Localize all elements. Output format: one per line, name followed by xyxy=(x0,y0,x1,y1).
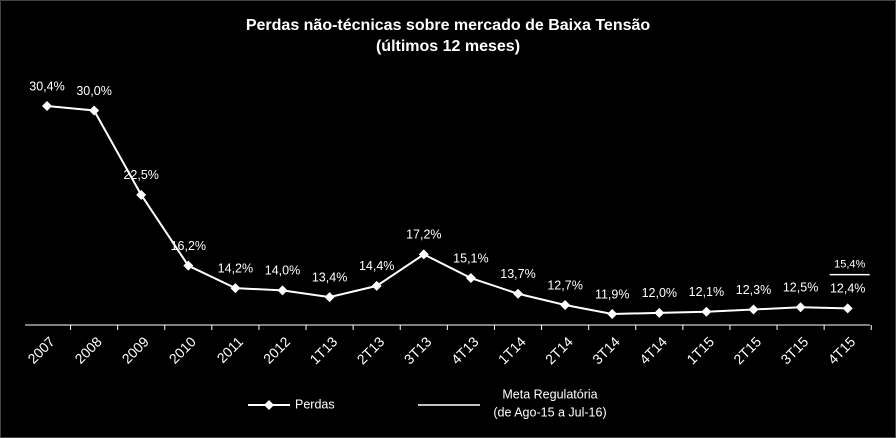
point-marker xyxy=(748,304,759,315)
point-marker xyxy=(701,306,712,317)
point-marker xyxy=(654,307,665,318)
target-label: 15,4% xyxy=(834,259,865,271)
point-marker xyxy=(607,309,618,319)
legend-label: Perdas xyxy=(295,397,335,411)
data-label: 12,0% xyxy=(642,286,677,300)
point-marker xyxy=(136,189,147,200)
series-line xyxy=(46,105,848,316)
point-marker xyxy=(842,303,853,314)
legend-label: Meta Regulatória xyxy=(502,387,597,401)
data-label: 30,0% xyxy=(76,84,111,98)
data-label: 14,0% xyxy=(265,264,300,278)
data-label: 12,7% xyxy=(547,278,582,292)
point-marker xyxy=(89,105,100,116)
data-label: 22,5% xyxy=(123,168,158,182)
point-marker xyxy=(560,300,571,311)
point-marker xyxy=(371,280,382,291)
chart-subtitle: (últimos 12 meses) xyxy=(376,38,520,55)
legend-marker xyxy=(264,400,274,410)
legend-label: (de Ago-15 a Jul-16) xyxy=(493,405,606,419)
data-label: 16,2% xyxy=(171,239,206,253)
data-label: 12,5% xyxy=(783,281,818,295)
point-marker xyxy=(277,285,288,296)
data-label: 13,7% xyxy=(500,267,535,281)
data-label: 12,4% xyxy=(830,282,865,296)
point-marker xyxy=(513,288,523,299)
chart-title: Perdas não-técnicas sobre mercado de Bai… xyxy=(246,17,651,34)
point-marker xyxy=(795,302,806,313)
data-label: 15,1% xyxy=(453,251,488,265)
data-label: 12,3% xyxy=(736,283,771,297)
data-label: 14,4% xyxy=(359,259,394,273)
point-marker xyxy=(465,273,476,284)
point-marker xyxy=(230,283,241,294)
point-marker xyxy=(183,260,194,271)
data-label: 13,4% xyxy=(312,270,347,284)
point-marker xyxy=(418,249,429,260)
point-marker xyxy=(324,292,335,303)
data-label: 11,9% xyxy=(595,287,630,301)
data-label: 12,1% xyxy=(689,285,724,299)
data-label: 17,2% xyxy=(406,228,441,242)
data-label: 30,4% xyxy=(29,79,64,93)
data-label: 14,2% xyxy=(218,261,253,275)
point-marker xyxy=(42,101,52,111)
